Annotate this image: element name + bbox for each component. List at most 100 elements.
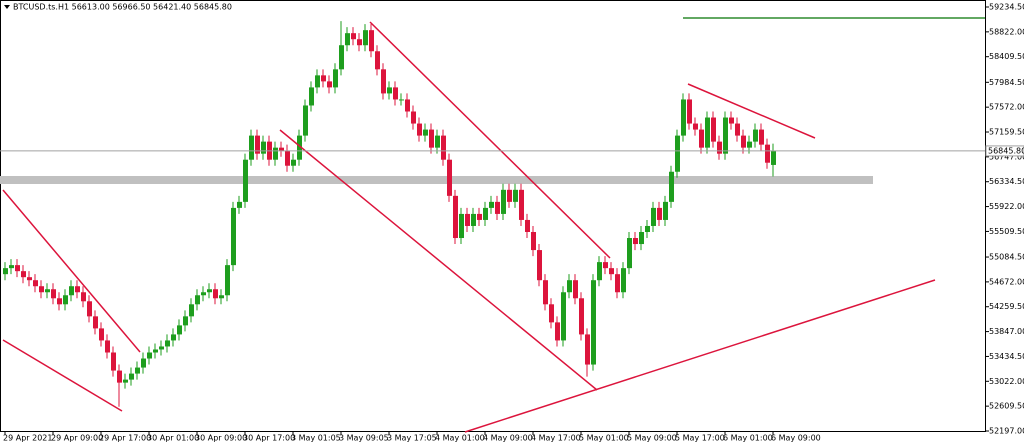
candle-body xyxy=(579,298,584,335)
y-tick-label: 57159.50 xyxy=(989,128,1024,137)
support-zone xyxy=(0,176,873,184)
candle-body xyxy=(153,349,158,353)
candle-body xyxy=(51,289,56,299)
candle-body xyxy=(519,189,524,220)
candle-body xyxy=(549,304,554,323)
y-tick-label: 56334.50 xyxy=(989,177,1024,186)
candle-body xyxy=(477,213,482,220)
candle-body xyxy=(705,117,710,148)
candle-body xyxy=(237,201,242,208)
candle-body xyxy=(87,301,92,317)
candle-body xyxy=(609,268,614,275)
candle-body xyxy=(465,213,470,226)
candle-body xyxy=(417,123,422,136)
candle-body xyxy=(33,280,38,287)
candle-body xyxy=(747,141,752,148)
candle-body xyxy=(225,265,230,296)
candle-body xyxy=(447,159,452,196)
candle-body xyxy=(231,207,236,266)
candle-body xyxy=(123,379,128,383)
candle-body xyxy=(243,159,248,202)
candle-body xyxy=(303,105,308,136)
candle-body xyxy=(573,280,578,299)
candle-body xyxy=(567,280,572,293)
candle-body xyxy=(345,33,350,46)
trendline xyxy=(279,129,598,391)
candle-body xyxy=(159,346,164,350)
candle-body xyxy=(81,292,86,302)
x-tick-label: 29 Apr 09:00 xyxy=(51,434,103,443)
candle-body xyxy=(687,99,692,124)
candle-body xyxy=(471,213,476,226)
trendlines xyxy=(2,21,936,433)
current-price-box xyxy=(985,145,1024,157)
candle-body xyxy=(105,340,110,353)
candle-body xyxy=(63,295,68,305)
candle-body xyxy=(585,334,590,365)
candle-body xyxy=(15,265,20,272)
candle-body xyxy=(387,87,392,94)
candle-body xyxy=(171,334,176,341)
x-tick-label: 5 May 17:00 xyxy=(675,434,725,443)
candle-body xyxy=(27,277,32,281)
candle-body xyxy=(651,207,656,226)
x-tick-label: 29 Apr 17:00 xyxy=(99,434,151,443)
trendline xyxy=(464,279,936,433)
candle-body xyxy=(405,99,410,112)
candle-body xyxy=(675,135,680,172)
candle-body xyxy=(669,171,674,202)
candle-body xyxy=(489,201,494,208)
trendline xyxy=(2,339,123,412)
candle-body xyxy=(363,30,368,46)
y-tick-label: 53847.00 xyxy=(989,327,1024,336)
candle-body xyxy=(531,231,536,251)
x-tick-label: 4 May 01:00 xyxy=(435,434,485,443)
candle-body xyxy=(261,141,266,154)
trendline xyxy=(687,83,816,139)
candle-body xyxy=(765,144,770,163)
candle-body xyxy=(99,328,104,341)
candle-body xyxy=(555,322,560,341)
x-tick-label: 5 May 09:00 xyxy=(627,434,677,443)
candle-body xyxy=(201,292,206,296)
trendline xyxy=(2,189,141,353)
candle-body xyxy=(411,111,416,124)
candle-body xyxy=(495,201,500,214)
y-tick-label: 53022.00 xyxy=(989,377,1024,386)
candle-body xyxy=(357,39,362,46)
plot-frame xyxy=(0,0,986,432)
candle-body xyxy=(543,280,548,305)
candle-body xyxy=(681,99,686,136)
candle-body xyxy=(213,289,218,299)
x-tick-label: 30 Apr 01:00 xyxy=(147,434,199,443)
x-tick-label: 30 Apr 17:00 xyxy=(243,434,295,443)
candle-body xyxy=(627,238,632,269)
y-tick-label: 52197.00 xyxy=(989,427,1024,436)
candle-body xyxy=(771,150,776,165)
y-tick-label: 56747.00 xyxy=(989,152,1024,161)
candle-body xyxy=(759,129,764,145)
y-tick-label: 57984.50 xyxy=(989,78,1024,87)
candle-body xyxy=(9,265,14,269)
candle-body xyxy=(399,99,404,101)
trendline xyxy=(369,21,611,259)
candle-body xyxy=(717,141,722,154)
candle-body xyxy=(663,201,668,220)
y-tick-label: 57572.00 xyxy=(989,103,1024,112)
y-tick-label: 59234.50 xyxy=(989,3,1024,12)
candle-body xyxy=(45,289,50,293)
candle-body xyxy=(597,262,602,281)
candle-body xyxy=(741,135,746,148)
candle-body xyxy=(639,231,644,245)
header-arrow xyxy=(4,5,10,9)
x-tick-label: 4 May 17:00 xyxy=(531,434,581,443)
candle-body xyxy=(255,135,260,154)
x-tick-label: 29 Apr 2021 xyxy=(3,434,52,443)
candle-body xyxy=(93,316,98,329)
candle-body xyxy=(645,225,650,232)
x-tick-label: 3 May 01:05 xyxy=(291,434,341,443)
candle-body xyxy=(735,123,740,136)
y-tick-label: 55922.00 xyxy=(989,202,1024,211)
candle-body xyxy=(57,298,62,305)
candle-body xyxy=(753,129,758,142)
